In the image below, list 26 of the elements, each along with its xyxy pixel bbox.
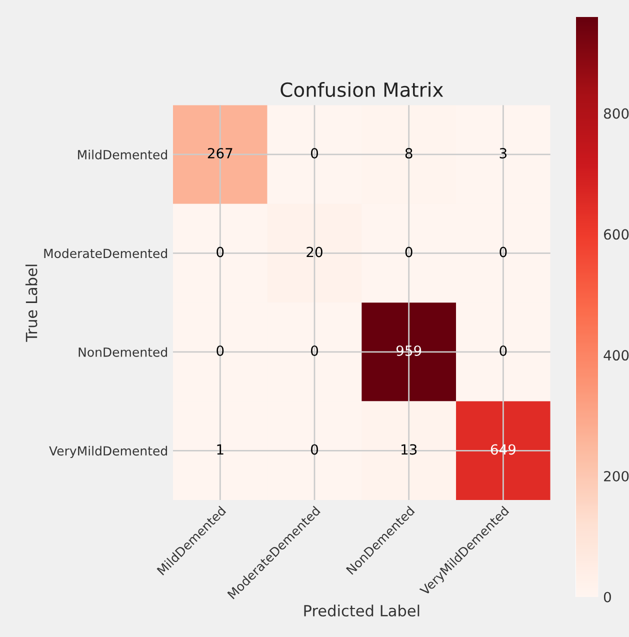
data-label: 3 (500, 148, 507, 158)
data-label: 0 (310, 345, 318, 356)
data-label: 267 (208, 148, 232, 158)
chart-title: Confusion Matrix (280, 82, 444, 98)
data-label: 0 (500, 345, 507, 356)
color-bar-label: 200 (604, 470, 629, 482)
color-bar-label: 0 (604, 592, 611, 602)
color-bar-label: 800 (604, 108, 629, 119)
data-label: 1 (217, 444, 224, 455)
data-label: 13 (402, 444, 417, 455)
color-bar-label: 600 (604, 229, 629, 240)
data-label: 0 (310, 148, 318, 158)
y-tick-label: MildDemented (78, 150, 167, 160)
data-label: 0 (216, 345, 224, 356)
data-label: 20 (306, 246, 322, 258)
data-label: 0 (500, 246, 507, 258)
data-label: 0 (405, 246, 412, 258)
data-label: 0 (310, 444, 318, 455)
y-tick-label: VeryMildDemented (49, 446, 167, 458)
data-label: 0 (216, 246, 224, 258)
x-axis-title: Predicted Label (304, 604, 420, 617)
data-label: 8 (405, 148, 412, 158)
color-bar-label: 400 (604, 350, 629, 361)
y-tick-label: ModerateDemented (44, 248, 167, 258)
y-axis-title: True Label (25, 264, 38, 342)
y-tick-label: NonDemented (78, 347, 167, 357)
